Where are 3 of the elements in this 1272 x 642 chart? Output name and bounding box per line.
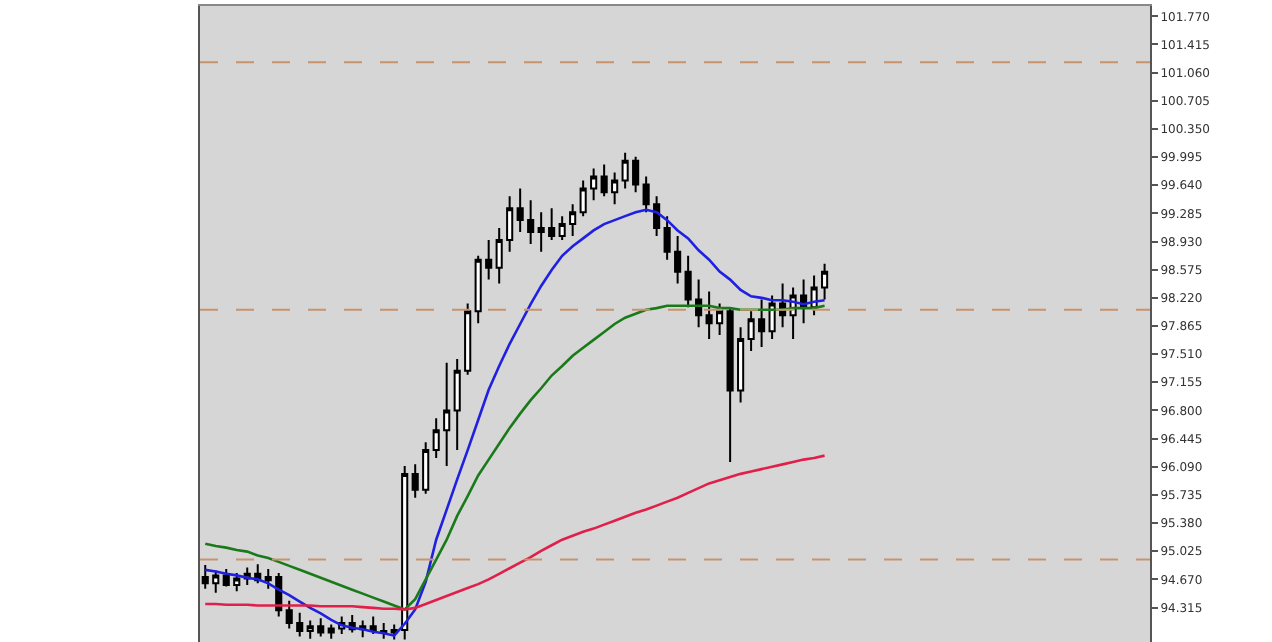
line-series <box>203 208 826 637</box>
line-series <box>203 454 826 611</box>
line-series <box>203 304 826 611</box>
